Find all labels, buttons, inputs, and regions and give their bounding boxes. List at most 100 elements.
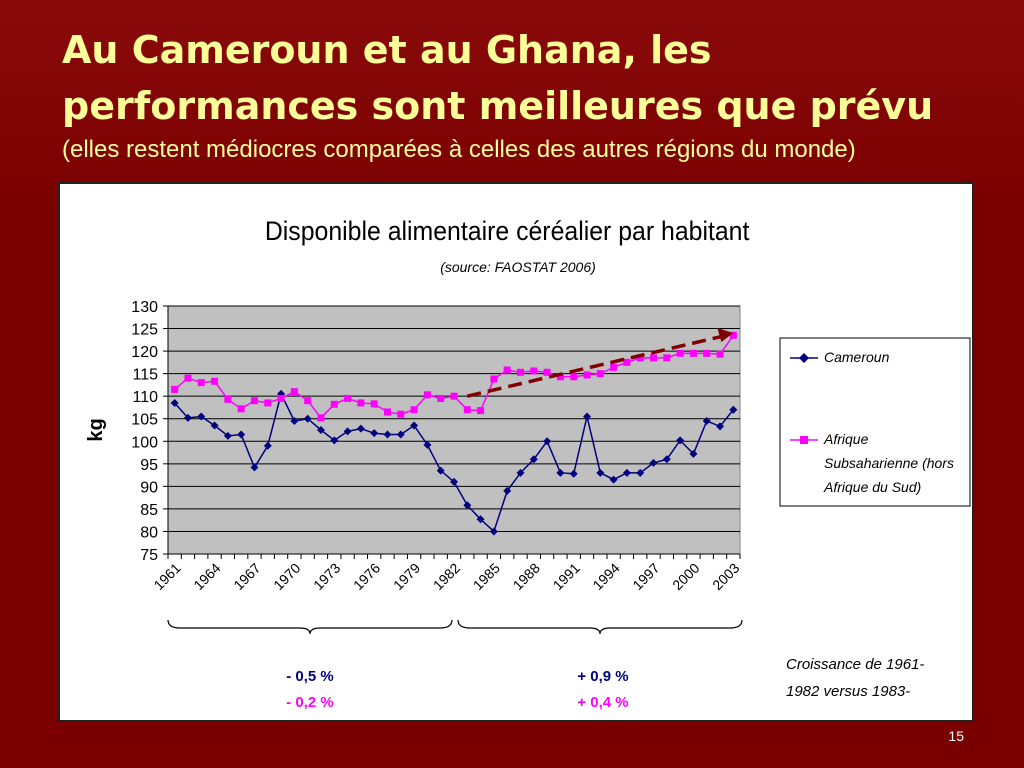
- cameroun-point: [622, 468, 631, 477]
- period-braces: [167, 619, 743, 635]
- brace-1983-2003: [457, 619, 743, 635]
- x-tick-label: 2003: [709, 560, 742, 593]
- x-tick-label: 1967: [230, 560, 263, 593]
- x-tick-label: 1982: [430, 560, 463, 593]
- cameroun-point: [702, 416, 711, 425]
- cameroun-point: [556, 468, 565, 477]
- afrique-point: [543, 368, 551, 376]
- x-tick-label: 1976: [350, 560, 383, 593]
- afrique-point: [503, 366, 511, 374]
- y-tick-label: 95: [140, 457, 158, 474]
- afrique-point: [423, 391, 431, 399]
- chart-svg: 75 80 85 90 95 100 105 110 115 120 125 130 1961 1964…: [85, 217, 971, 711]
- legend-marker-afrique: [800, 436, 808, 444]
- afrique-point: [596, 370, 604, 378]
- cameroun-point: [316, 426, 325, 434]
- cameroun-point: [463, 501, 472, 510]
- cameroun-point: [197, 412, 206, 421]
- afrique-point: [357, 399, 365, 407]
- brace-1961-1982: [167, 619, 453, 635]
- trend-arrow-layer: [466, 328, 734, 398]
- slide-subtitle: (elles restent médiocres comparées à cel…: [62, 136, 856, 163]
- y-tick-label: 100: [131, 434, 158, 451]
- cameroun-point: [503, 486, 512, 495]
- y-tick-label: 120: [131, 344, 158, 361]
- period2-cameroun-growth: + 0,9 %: [577, 668, 628, 685]
- x-tick-label: 1964: [190, 560, 223, 593]
- legend: Cameroun Afrique Subsaharienne (hors Afr…: [779, 337, 971, 507]
- x-tick-label: 1973: [310, 560, 343, 593]
- cameroun-point: [662, 455, 671, 464]
- afrique-point: [716, 350, 724, 358]
- afrique-point: [397, 410, 405, 418]
- cameroun-point: [370, 429, 379, 438]
- afrique-point: [370, 400, 378, 408]
- background-band: [0, 0, 1024, 210]
- cameroun-point: [343, 427, 352, 436]
- cameroun-point: [383, 430, 392, 439]
- cameroun-point: [290, 416, 299, 425]
- cameroun-point: [410, 421, 419, 430]
- cameroun-point: [516, 468, 525, 477]
- cameroun-point: [596, 468, 605, 477]
- afrique-point: [344, 394, 352, 402]
- afrique-point: [623, 358, 631, 366]
- x-tick-label: 1985: [470, 560, 503, 593]
- y-tick-label: 75: [140, 547, 158, 564]
- y-tick-label: 105: [131, 412, 158, 429]
- y-tick-label: 125: [131, 322, 158, 339]
- cameroun-point: [237, 430, 246, 439]
- chart-title: Disponible alimentaire céréalier par hab…: [265, 217, 750, 246]
- cameroun-point: [263, 441, 272, 450]
- y-tick-label: 90: [140, 479, 158, 496]
- cameroun-point: [183, 413, 192, 422]
- afrique-point: [490, 375, 498, 383]
- legend-marker-cameroun: [799, 353, 809, 363]
- afrique-point: [729, 331, 737, 339]
- x-tick-label: 2000: [669, 560, 702, 593]
- cameroun-point: [396, 430, 405, 439]
- cameroun-point: [729, 405, 738, 414]
- cameroun-point: [223, 431, 232, 440]
- afrique-point: [583, 371, 591, 379]
- afrique-point: [250, 397, 258, 405]
- y-tick-label: 80: [140, 524, 158, 541]
- afrique-point: [610, 363, 618, 371]
- cameroun-point: [250, 463, 259, 472]
- afrique-point: [676, 349, 684, 357]
- series-layer: [170, 331, 738, 536]
- period1-afrique-growth: - 0,2 %: [286, 694, 334, 711]
- afrique-point: [463, 406, 471, 414]
- legend-label-afrique: Afrique Subsaharienne (hors Afrique du S…: [823, 431, 958, 495]
- afrique-point: [689, 349, 697, 357]
- cameroun-point: [476, 515, 485, 524]
- afrique-point: [437, 394, 445, 402]
- cameroun-point: [569, 469, 578, 478]
- x-tick-label: 1997: [629, 560, 662, 593]
- afrique-point: [383, 408, 391, 416]
- trend-arrowhead: [717, 328, 734, 343]
- cameroun-point: [170, 398, 179, 407]
- trend-arrow-line: [466, 334, 724, 398]
- cameroun-point: [210, 421, 219, 430]
- afrique-point: [304, 397, 312, 405]
- afrique-point: [237, 405, 245, 413]
- afrique-point: [184, 374, 192, 382]
- period1-cameroun-growth: - 0,5 %: [286, 668, 334, 685]
- y-tick-label: 115: [132, 367, 158, 384]
- afrique-point: [636, 354, 644, 362]
- growth-note-line2: 1982 versus 1983-: [786, 683, 910, 700]
- afrique-point: [264, 399, 272, 407]
- afrique-point: [290, 388, 298, 396]
- x-tick-label: 1970: [270, 560, 303, 593]
- y-tick-label: 130: [131, 299, 158, 316]
- afrique-point: [570, 373, 578, 381]
- page-number: 15: [948, 728, 964, 744]
- cameroun-point: [423, 440, 432, 449]
- plot-area: [167, 305, 741, 555]
- afrique-point: [224, 395, 232, 403]
- afrique-point: [211, 377, 219, 385]
- afrique-point: [277, 394, 285, 402]
- y-axis-ticks: 75 80 85 90 95 100 105 110 115 120 125 130: [131, 299, 168, 564]
- legend-label-cameroun: Cameroun: [824, 349, 890, 365]
